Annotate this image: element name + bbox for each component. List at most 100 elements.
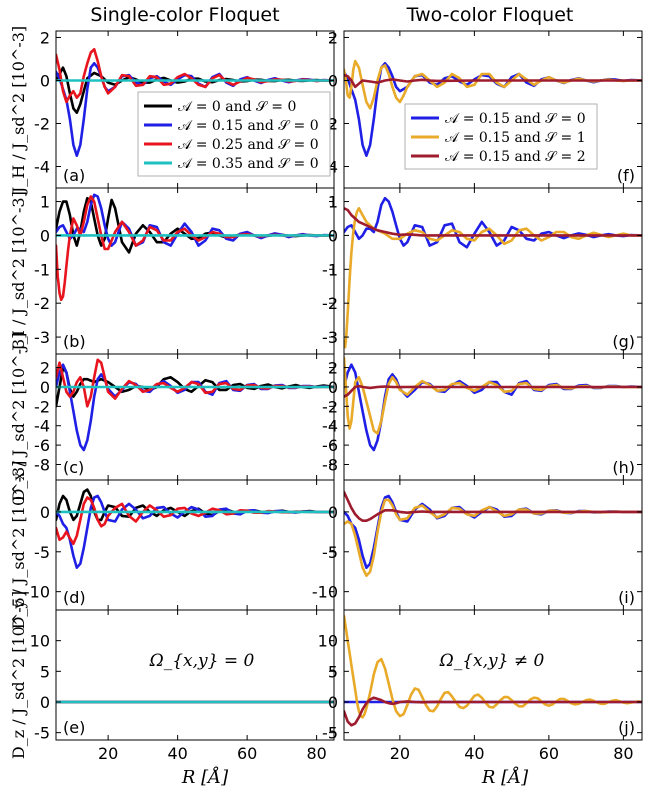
axes-frame-e xyxy=(55,609,335,741)
series-line-h-2 xyxy=(344,384,642,398)
series-line-d-2 xyxy=(56,496,334,546)
y-tick-label-e: 0 xyxy=(40,693,50,712)
axes-frame-g xyxy=(343,187,643,355)
y-tick-label-j: -5 xyxy=(322,724,338,743)
y-tick-label-c: -8 xyxy=(34,455,50,474)
y-tick-label-g: 0 xyxy=(328,226,338,245)
panel-d: 0 -5 -10 (d) D_y / J_sd^2 [10^-3] xyxy=(9,461,335,630)
legend-right-label-1: 𝒜 = 0.15 and 𝒮 = 1 xyxy=(445,130,586,146)
x-tick-label-j: 40 xyxy=(464,744,484,763)
y-tick-label-c: 0 xyxy=(40,378,50,397)
y-tick-label-j: 5 xyxy=(328,662,338,681)
panel-letter-c: (c) xyxy=(63,458,84,477)
panel-i: 0 -5 -10 (i) xyxy=(312,479,643,611)
x-tick-label-j: 20 xyxy=(390,744,410,763)
series-line-i-2 xyxy=(344,490,642,522)
panel-e: 20 40 60 80 10 5 0 -5 (e) D_z / J_sd^2 [10^-5] xyxy=(9,591,335,763)
legend-left-label-1: 𝒜 = 0.15 and 𝒮 = 0 xyxy=(178,118,319,134)
series-line-j-1 xyxy=(344,614,642,719)
panel-grid: 20-2-4 (a)J_H / J_sd^2 [10^-3]10-1-2-3 (b)… xyxy=(9,26,643,763)
y-tick-label-g: -2 xyxy=(322,294,338,313)
x-tick-label-e: 80 xyxy=(306,744,326,763)
y-axis-label-a: J_H / J_sd^2 [10^-3] xyxy=(9,26,28,195)
y-tick-label-c: 2 xyxy=(40,359,50,378)
y-tick-label-g: -1 xyxy=(322,260,338,279)
axes-frame-c xyxy=(55,353,335,481)
x-axis-label-right: R [Å] xyxy=(481,766,529,788)
legend-right-label-2: 𝒜 = 0.15 and 𝒮 = 2 xyxy=(445,149,586,165)
panel-g: 1 0 -1 -2 -3 (g) xyxy=(322,187,643,355)
y-tick-label-h: -6 xyxy=(322,436,338,455)
y-axis-label-b: J_I / J_sd^2 [10^-3] xyxy=(9,191,28,353)
y-tick-label-g: 1 xyxy=(328,193,338,212)
legend-left-label-0: 𝒜 = 0 and 𝒮 = 0 xyxy=(178,99,296,115)
y-tick-label-c: -4 xyxy=(34,417,50,436)
panel-letter-d: (d) xyxy=(63,588,86,607)
legend-left-label-3: 𝒜 = 0.35 and 𝒮 = 0 xyxy=(178,156,319,172)
series-line-g-0 xyxy=(344,196,642,249)
axes-frame-h xyxy=(343,353,643,481)
y-tick-label-h: -8 xyxy=(322,455,338,474)
series-line-j-2 xyxy=(344,696,642,727)
legend-left: 𝒜 = 0 and 𝒮 = 0 𝒜 = 0.15 and 𝒮 = 0 𝒜 = 0.2… xyxy=(137,91,331,177)
y-tick-label-b: 1 xyxy=(40,193,50,212)
axes-frame-j xyxy=(343,609,643,741)
y-tick-label-e: 10 xyxy=(30,632,50,651)
title-single-color: Single-color Floquet xyxy=(90,4,279,26)
x-tick-label-e: 40 xyxy=(167,744,187,763)
panel-letter-e: (e) xyxy=(63,718,85,737)
axes-frame-d xyxy=(55,479,335,611)
series-line-h-1 xyxy=(344,356,642,435)
y-tick-label-e: 5 xyxy=(40,662,50,681)
y-tick-label-e: -5 xyxy=(34,724,50,743)
panel-letter-j: (j) xyxy=(618,718,635,737)
y-tick-label-j: 0 xyxy=(328,693,338,712)
y-tick-label-h: 2 xyxy=(328,359,338,378)
y-tick-label-d: -10 xyxy=(24,583,50,602)
series-line-c-1 xyxy=(56,363,334,452)
legend-left-label-2: 𝒜 = 0.25 and 𝒮 = 0 xyxy=(178,137,319,153)
y-tick-label-b: -3 xyxy=(34,328,50,347)
panel-letter-a: (a) xyxy=(63,166,85,185)
y-tick-label-a: -4 xyxy=(34,157,50,176)
y-tick-label-f: 0 xyxy=(328,71,338,90)
legend-right-label-0: 𝒜 = 0.15 and 𝒮 = 0 xyxy=(445,111,586,127)
panel-b: 1 0 -1 -2 -3 (b) J_I / J_sd^2 [10^-3] xyxy=(9,187,335,355)
y-tick-label-c: -2 xyxy=(34,397,50,416)
y-tick-label-b: 0 xyxy=(40,226,50,245)
y-tick-label-i: -5 xyxy=(322,543,338,562)
panel-letter-i: (i) xyxy=(618,588,635,607)
y-tick-label-j: 10 xyxy=(318,632,338,651)
y-axis-label-d: D_y / J_sd^2 [10^-3] xyxy=(9,461,28,630)
y-tick-label-b: -1 xyxy=(34,260,50,279)
series-line-h-0 xyxy=(344,363,642,452)
y-tick-label-a: 0 xyxy=(40,71,50,90)
y-tick-label-d: -5 xyxy=(34,543,50,562)
y-axis-label-e: D_z / J_sd^2 [10^-5] xyxy=(9,591,28,759)
y-tick-label-i: -10 xyxy=(312,583,338,602)
y-tick-label-c: -6 xyxy=(34,436,50,455)
x-tick-label-e: 20 xyxy=(98,744,118,763)
x-axis-label-left: R [Å] xyxy=(181,766,229,788)
series-line-g-1 xyxy=(344,207,642,349)
panel-letter-h: (h) xyxy=(612,458,635,477)
x-tick-label-e: 60 xyxy=(237,744,257,763)
y-tick-label-g: -3 xyxy=(322,328,338,347)
series-line-i-0 xyxy=(344,494,642,569)
series-line-b-1 xyxy=(56,193,334,247)
series-line-f-2 xyxy=(344,73,642,89)
panel-c: 20-2-4-6-8 (c)D_x / J_sd^2 [10^-3] xyxy=(9,333,335,502)
y-tick-label-h: -4 xyxy=(322,417,338,436)
y-axis-label-c: D_x / J_sd^2 [10^-3] xyxy=(9,333,28,502)
x-tick-label-j: 60 xyxy=(539,744,559,763)
legend-right: 𝒜 = 0.15 and 𝒮 = 0 𝒜 = 0.15 and 𝒮 = 1 𝒜 = … xyxy=(404,103,598,170)
panel-h: 20-2-4-6-8 (h) xyxy=(322,353,643,481)
y-tick-label-h: 0 xyxy=(328,378,338,397)
y-tick-label-b: -2 xyxy=(34,294,50,313)
y-tick-label-i: 0 xyxy=(328,503,338,522)
y-tick-label-a: -2 xyxy=(34,114,50,133)
annotation-omega-zero: Ω_{x,y} = 0 xyxy=(149,651,255,671)
panel-j: 20 40 60 80 10 5 0 -5 (j) xyxy=(318,609,643,763)
series-line-d-1 xyxy=(56,494,334,569)
